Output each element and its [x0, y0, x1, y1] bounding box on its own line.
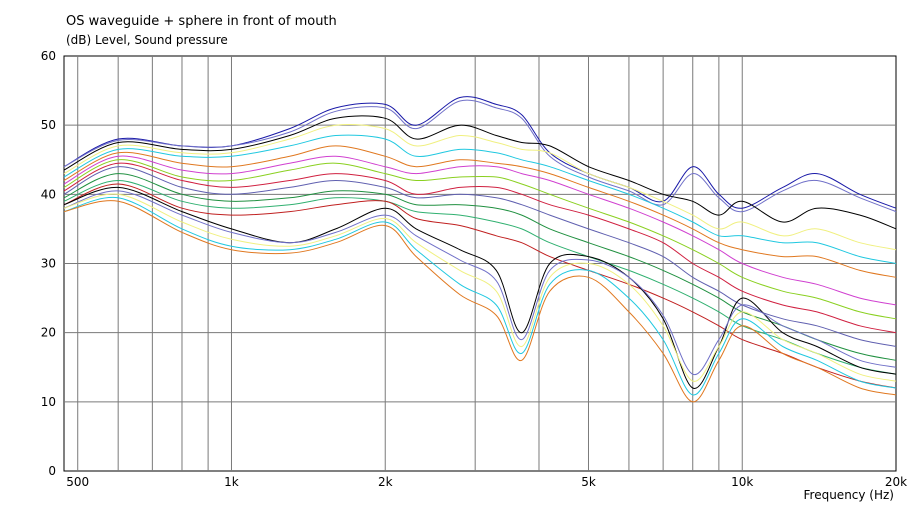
series-line-3 — [63, 115, 897, 230]
axis-tick-labels: 0 10 20 30 40 50 60 500 1k 2k 5k 10k 20k — [41, 49, 907, 489]
series-line-1 — [63, 96, 897, 209]
chart-title: OS waveguide + sphere in front of mouth — [66, 14, 337, 29]
x-tick-label: 20k — [885, 475, 907, 489]
series-line-16 — [63, 193, 897, 382]
series-line-6 — [63, 145, 897, 278]
series-line-5 — [63, 134, 897, 264]
series-line-12 — [63, 179, 897, 375]
y-tick-label: 20 — [41, 326, 56, 340]
series-line-13 — [63, 183, 897, 389]
series-line-9 — [63, 162, 897, 334]
series-line-11 — [63, 173, 897, 361]
x-tick-label: 1k — [224, 475, 239, 489]
series-line-14 — [63, 186, 897, 389]
series-line-15 — [63, 190, 897, 375]
series-line-4 — [63, 123, 897, 251]
series-line-8 — [63, 159, 897, 320]
x-tick-label: 10k — [731, 475, 753, 489]
series-line-7 — [63, 155, 897, 306]
y-tick-label: 40 — [41, 187, 56, 201]
y-tick-label: 50 — [41, 118, 56, 132]
y-tick-label: 10 — [41, 395, 56, 409]
x-tick-label: 500 — [66, 475, 89, 489]
series-line-18 — [63, 200, 897, 403]
y-tick-label: 60 — [41, 49, 56, 63]
x-tick-label: 5k — [581, 475, 596, 489]
x-axis-label: Frequency (Hz) — [804, 488, 895, 502]
y-tick-label: 30 — [41, 257, 56, 271]
series-group — [63, 96, 897, 403]
series-line-17 — [63, 196, 897, 396]
y-tick-label: 0 — [48, 464, 56, 478]
y-axis-label: (dB) Level, Sound pressure — [66, 33, 228, 47]
series-line-2 — [63, 99, 897, 213]
x-tick-label: 2k — [378, 475, 393, 489]
